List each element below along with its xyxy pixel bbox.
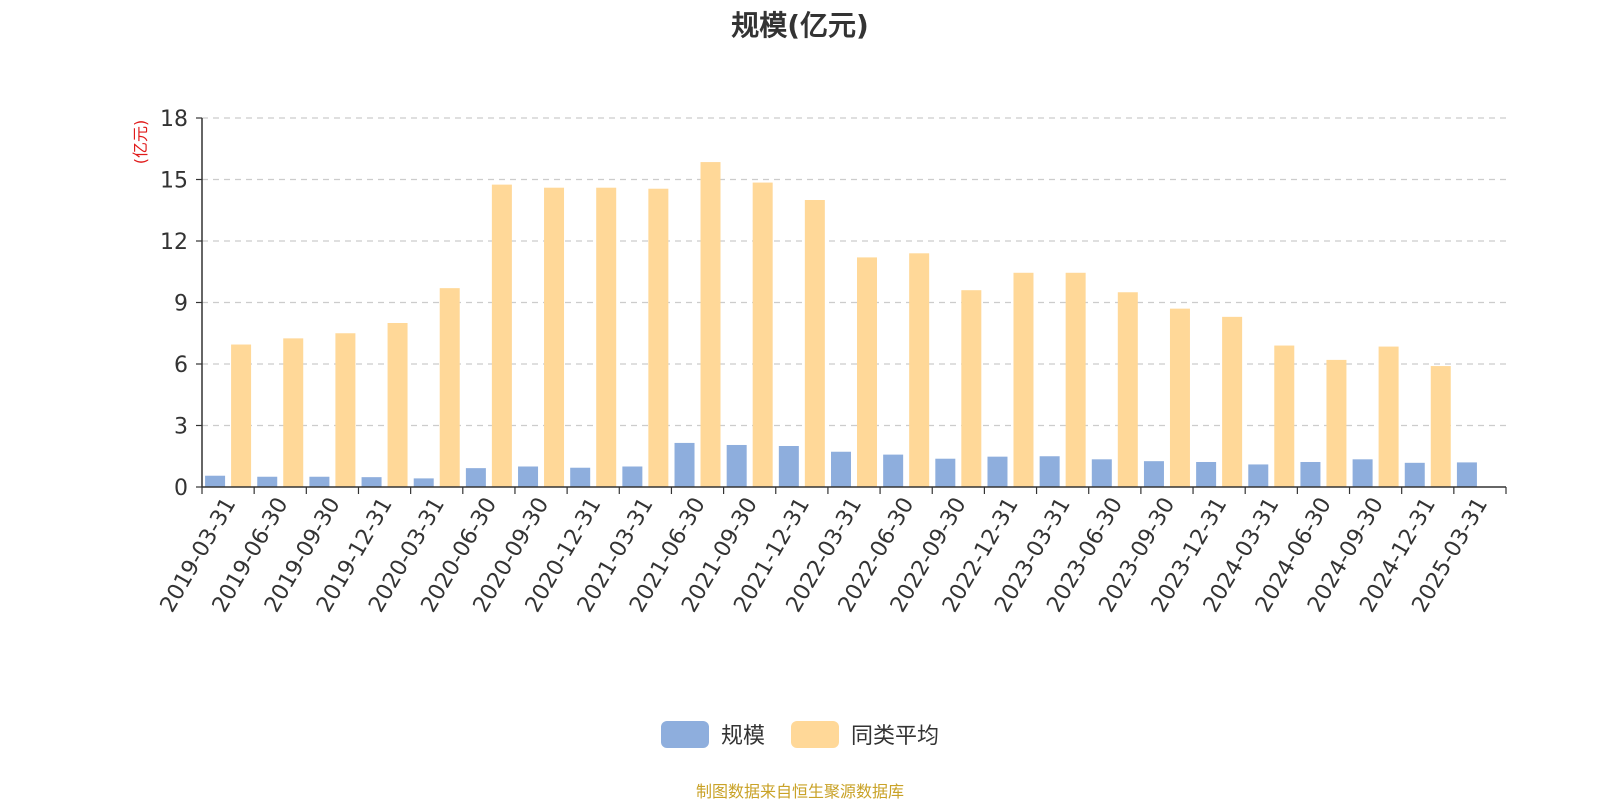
bar-scale (1248, 464, 1269, 487)
legend-swatch-scale (660, 720, 709, 748)
bar-scale (1039, 456, 1060, 487)
bar-average (1013, 272, 1034, 487)
bar-average (961, 290, 982, 487)
legend-label-average: 同类平均 (851, 724, 940, 749)
y-tick-label: 15 (160, 169, 188, 194)
bar-average (1117, 292, 1138, 487)
bar-scale (465, 468, 486, 487)
chart-title: 规模(亿元) (731, 9, 869, 42)
bar-scale (1196, 461, 1217, 487)
bar-scale (935, 458, 956, 487)
bar-average (804, 200, 825, 487)
y-tick-label: 3 (174, 415, 188, 440)
bar-average (491, 184, 512, 487)
legend-item-scale[interactable]: 规模 (660, 718, 765, 750)
y-tick-label: 9 (174, 292, 188, 317)
legend-label-scale: 规模 (720, 724, 765, 749)
y-tick-label: 6 (174, 353, 188, 378)
bar-average (1169, 308, 1190, 487)
bar-scale (257, 476, 278, 487)
bar-average (1378, 346, 1399, 487)
bar-scale (883, 454, 904, 487)
legend: 规模 同类平均 (0, 718, 1600, 750)
bar-average (1065, 272, 1086, 487)
bar-scale (726, 444, 747, 487)
bar-average (439, 288, 460, 487)
bar-scale (778, 446, 799, 487)
bar-scale (622, 466, 643, 487)
bar-average (1326, 359, 1347, 487)
bar-average (857, 257, 877, 487)
bar-average (283, 338, 304, 487)
bar-scale (1143, 461, 1164, 487)
bar-scale (309, 476, 330, 487)
bar-scale (361, 477, 382, 487)
bar-average (648, 188, 669, 487)
bar-scale (1456, 462, 1477, 487)
bar-average (1274, 345, 1295, 487)
bar-scale (987, 456, 1008, 487)
y-tick-label: 0 (174, 476, 188, 501)
bar-average (752, 182, 773, 487)
bar-average (335, 333, 356, 487)
y-tick-label: 18 (160, 107, 188, 132)
source-note: 制图数据来自恒生聚源数据库 (695, 782, 904, 801)
bar-average (231, 344, 252, 487)
bar-average (1222, 316, 1243, 487)
bar-scale (518, 466, 539, 487)
bar-scale (1352, 459, 1373, 487)
bar-scale (1404, 462, 1425, 487)
bar-scale (831, 451, 851, 487)
bar-average (387, 323, 408, 487)
bar-average (596, 187, 617, 487)
bar-scale (1091, 459, 1112, 487)
bar-chart: 0369121518(亿元)2019-03-312019-06-302019-0… (131, 107, 1507, 617)
legend-item-average[interactable]: 同类平均 (791, 718, 939, 750)
bar-scale (205, 475, 226, 487)
y-tick-label: 12 (160, 230, 188, 255)
bar-scale (570, 467, 591, 487)
bar-average (1430, 366, 1451, 487)
bar-scale (674, 442, 695, 487)
legend-swatch-average (791, 720, 839, 748)
y-axis-unit-label: (亿元) (131, 120, 150, 165)
bar-scale (413, 478, 434, 487)
bar-average (700, 162, 721, 487)
bar-average (544, 187, 565, 487)
bar-scale (1300, 461, 1321, 487)
bar-average (909, 253, 930, 487)
